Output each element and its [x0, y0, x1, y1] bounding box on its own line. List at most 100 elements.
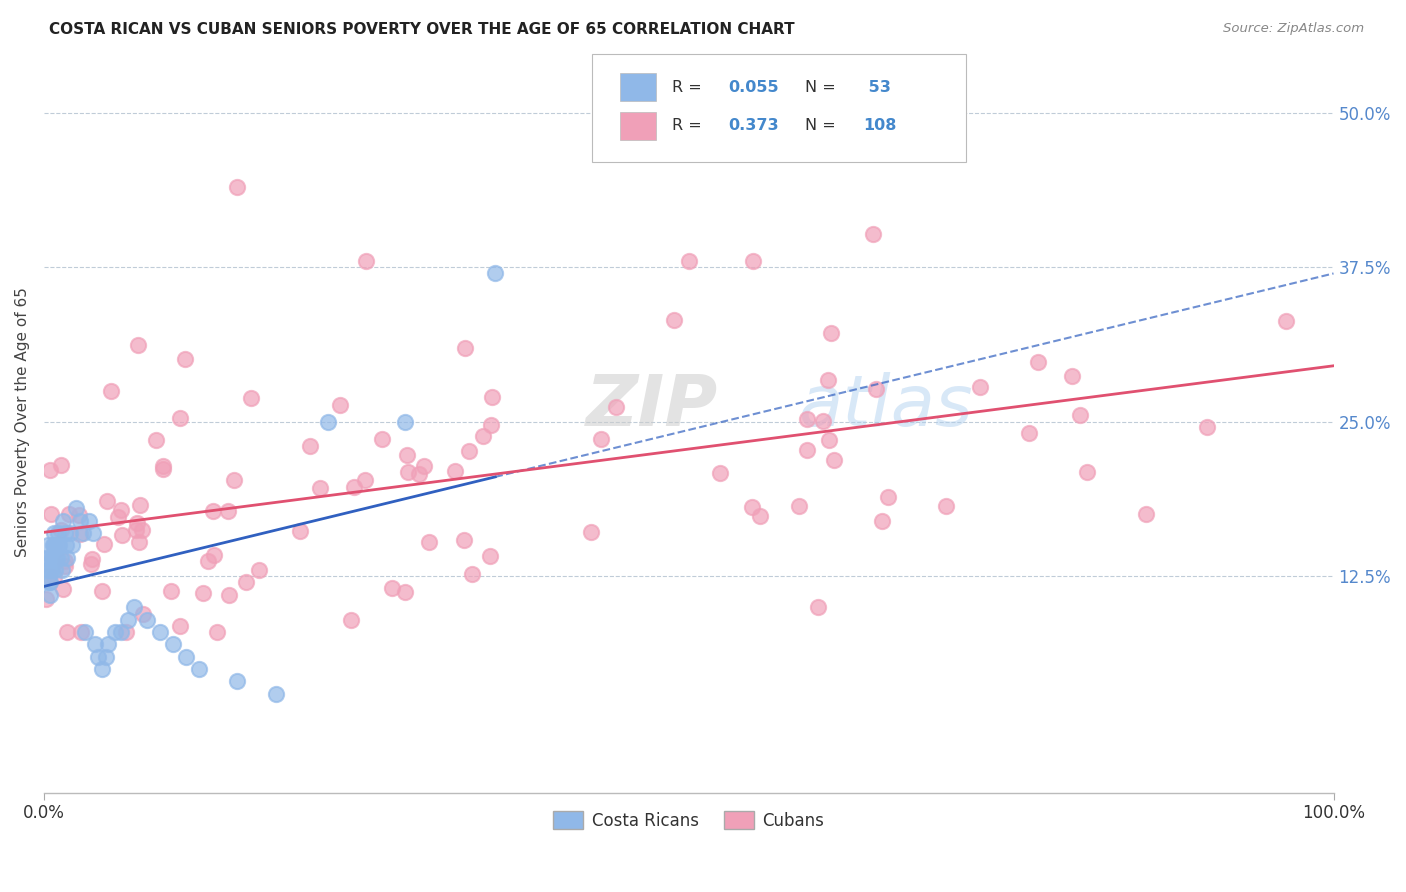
Point	[484, 266, 506, 280]
Point	[39, 575, 62, 590]
Point	[226, 179, 249, 194]
Point	[264, 687, 287, 701]
Point	[49, 550, 72, 565]
Point	[394, 585, 416, 599]
Point	[169, 411, 191, 425]
Point	[70, 624, 93, 639]
Point	[39, 588, 62, 602]
Point	[149, 624, 172, 639]
Point	[104, 624, 127, 639]
Point	[247, 564, 270, 578]
Text: R =: R =	[672, 79, 707, 95]
Point	[787, 499, 810, 513]
Point	[381, 581, 404, 595]
Text: 0.055: 0.055	[728, 79, 779, 95]
Point	[100, 384, 122, 398]
Point	[37, 538, 59, 552]
Point	[107, 509, 129, 524]
Point	[479, 549, 502, 563]
Point	[709, 466, 731, 480]
Point	[742, 253, 765, 268]
Point	[39, 507, 62, 521]
Point	[396, 448, 419, 462]
Point	[53, 525, 76, 540]
Point	[461, 567, 484, 582]
Point	[59, 525, 82, 540]
Point	[218, 588, 240, 602]
Point	[39, 463, 62, 477]
Point	[125, 523, 148, 537]
Point	[72, 525, 94, 540]
Point	[224, 473, 246, 487]
Point	[353, 473, 375, 487]
Point	[309, 481, 332, 495]
Point	[472, 428, 495, 442]
Point	[862, 227, 884, 241]
Point	[56, 624, 79, 639]
Point	[205, 624, 228, 639]
Point	[87, 649, 110, 664]
Point	[97, 637, 120, 651]
Point	[408, 467, 430, 481]
FancyBboxPatch shape	[592, 54, 966, 162]
Point	[288, 524, 311, 538]
Point	[42, 538, 65, 552]
Point	[664, 313, 686, 327]
Text: 0.373: 0.373	[728, 118, 779, 133]
Point	[1275, 314, 1298, 328]
Point	[127, 516, 149, 530]
Point	[162, 637, 184, 651]
Point	[41, 563, 63, 577]
Point	[443, 464, 465, 478]
Point	[45, 538, 67, 552]
Point	[96, 494, 118, 508]
Point	[53, 558, 76, 573]
Point	[75, 624, 97, 639]
Point	[94, 649, 117, 664]
Point	[817, 373, 839, 387]
Point	[65, 501, 87, 516]
Text: N =: N =	[804, 118, 835, 133]
Point	[1076, 465, 1098, 479]
Point	[152, 461, 174, 475]
Point	[80, 558, 103, 572]
Point	[53, 554, 76, 568]
Point	[44, 550, 66, 565]
Point	[42, 550, 65, 565]
Point	[1069, 409, 1091, 423]
Point	[817, 434, 839, 448]
Point	[877, 491, 900, 505]
Point	[813, 414, 835, 428]
Point	[396, 465, 419, 479]
Point	[217, 504, 239, 518]
Point	[605, 400, 627, 414]
Point	[1197, 420, 1219, 434]
Point	[796, 411, 818, 425]
Point	[48, 538, 70, 552]
Point	[796, 442, 818, 457]
Point	[51, 563, 73, 577]
Point	[454, 341, 477, 355]
Point	[44, 563, 66, 577]
Point	[169, 619, 191, 633]
Point	[35, 550, 58, 565]
Point	[453, 533, 475, 547]
Point	[131, 607, 153, 621]
Text: ZIP: ZIP	[585, 372, 718, 442]
Point	[55, 538, 77, 552]
Point	[60, 538, 83, 552]
Point	[152, 458, 174, 473]
Point	[820, 326, 842, 341]
Point	[51, 523, 73, 537]
Point	[52, 582, 75, 596]
Text: R =: R =	[672, 118, 707, 133]
Text: atlas: atlas	[799, 372, 973, 442]
Text: N =: N =	[804, 79, 835, 95]
Point	[235, 575, 257, 590]
Point	[37, 563, 59, 577]
Point	[69, 527, 91, 541]
Point	[1062, 368, 1084, 383]
Point	[110, 624, 132, 639]
Point	[35, 591, 58, 606]
Point	[67, 508, 90, 523]
